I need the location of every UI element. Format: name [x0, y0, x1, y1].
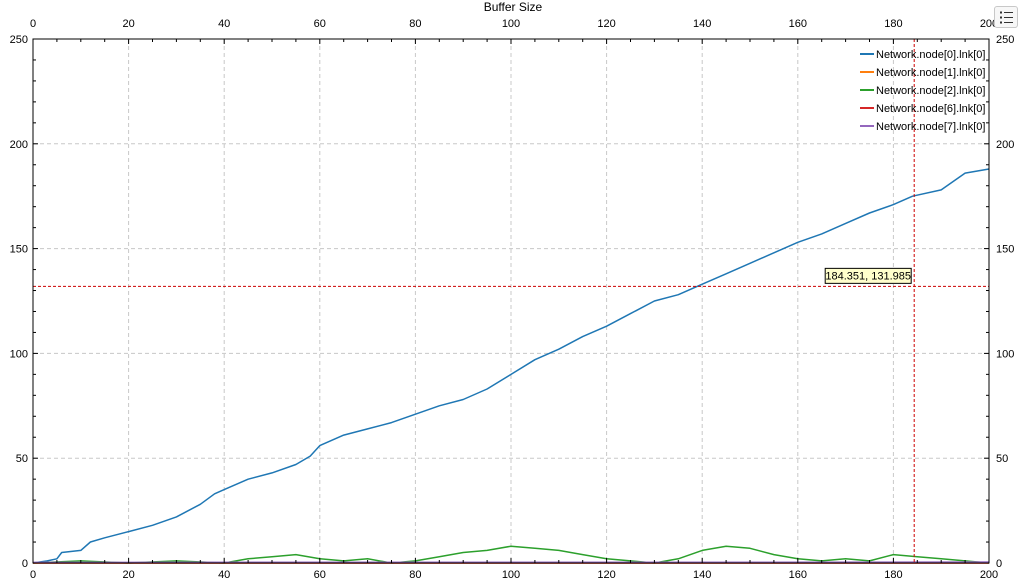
x-tick-label-top: 40 — [218, 18, 230, 30]
x-tick-label-bottom: 20 — [122, 569, 134, 581]
y-tick-label-right: 200 — [996, 139, 1014, 151]
legend-label: Network.node[7].lnk[0] — [876, 121, 985, 133]
x-tick-label-bottom: 40 — [218, 569, 230, 581]
y-tick-label-left: 50 — [16, 453, 28, 465]
x-tick-label-bottom: 160 — [789, 569, 807, 581]
legend-label: Network.node[2].lnk[0] — [876, 85, 985, 97]
legend-label: Network.node[0].lnk[0] — [876, 49, 985, 61]
y-tick-label-left: 250 — [10, 34, 28, 46]
x-tick-label-top: 140 — [693, 18, 711, 30]
x-tick-label-bottom: 120 — [597, 569, 615, 581]
x-tick-label-top: 0 — [30, 18, 36, 30]
grid — [33, 39, 989, 563]
y-tick-label-left: 0 — [22, 558, 28, 570]
list-menu-icon — [1000, 11, 1013, 24]
x-tick-label-top: 120 — [597, 18, 615, 30]
series-line-2 — [32, 545, 990, 564]
x-tick-label-bottom: 60 — [314, 569, 326, 581]
chart-title: Buffer Size — [484, 0, 543, 14]
x-tick-label-bottom: 0 — [30, 569, 36, 581]
x-tick-label-top: 100 — [502, 18, 520, 30]
series-line-0 — [32, 168, 990, 564]
legend: Network.node[0].lnk[0] Network.node[1].ln… — [860, 49, 985, 133]
y-tick-label-right: 150 — [996, 244, 1014, 256]
y-tick-label-right: 100 — [996, 348, 1014, 360]
legend-label: Network.node[6].lnk[0] — [876, 103, 985, 115]
cursor-tooltip-box — [824, 267, 912, 284]
x-tick-label-top: 20 — [122, 18, 134, 30]
y-tick-label-right: 0 — [996, 558, 1002, 570]
x-tick-label-bottom: 100 — [502, 569, 520, 581]
x-tick-label-top: 180 — [884, 18, 902, 30]
legend-label: Network.node[1].lnk[0] — [876, 67, 985, 79]
x-tick-label-top: 160 — [789, 18, 807, 30]
ticks-group: 0020204040606080801001001201201401401601… — [10, 18, 1015, 581]
x-tick-label-top: 60 — [314, 18, 326, 30]
y-tick-label-right: 50 — [996, 453, 1008, 465]
y-tick-label-left: 100 — [10, 348, 28, 360]
y-tick-label-right: 250 — [996, 34, 1014, 46]
cursor-tooltip-text: 184.351, 131.985 — [825, 270, 911, 282]
x-tick-label-top: 80 — [409, 18, 421, 30]
x-tick-label-top: 200 — [980, 18, 998, 30]
x-tick-label-bottom: 140 — [693, 569, 711, 581]
cursor-crosshair: 184.351, 131.985 — [33, 39, 989, 563]
y-tick-label-left: 150 — [10, 244, 28, 256]
x-tick-label-bottom: 180 — [884, 569, 902, 581]
chart-menu-button[interactable] — [994, 6, 1018, 28]
x-tick-label-bottom: 80 — [409, 569, 421, 581]
x-tick-label-bottom: 200 — [980, 569, 998, 581]
y-tick-label-left: 200 — [10, 139, 28, 151]
